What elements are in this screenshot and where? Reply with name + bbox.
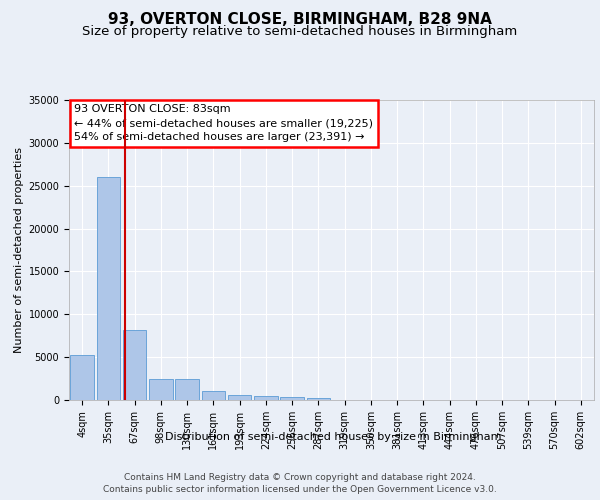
Bar [149, 378, 173, 400]
Text: 93, OVERTON CLOSE, BIRMINGHAM, B28 9NA: 93, OVERTON CLOSE, BIRMINGHAM, B28 9NA [108, 12, 492, 28]
Bar [254, 396, 278, 400]
Bar [307, 398, 330, 400]
Bar [175, 378, 199, 400]
Text: Contains public sector information licensed under the Open Government Licence v3: Contains public sector information licen… [103, 485, 497, 494]
Text: 93 OVERTON CLOSE: 83sqm
← 44% of semi-detached houses are smaller (19,225)
54% o: 93 OVERTON CLOSE: 83sqm ← 44% of semi-de… [74, 104, 373, 142]
Bar [280, 398, 304, 400]
Text: Contains HM Land Registry data © Crown copyright and database right 2024.: Contains HM Land Registry data © Crown c… [124, 472, 476, 482]
Bar [70, 354, 94, 400]
Y-axis label: Number of semi-detached properties: Number of semi-detached properties [14, 147, 24, 353]
Bar [202, 392, 225, 400]
Text: Size of property relative to semi-detached houses in Birmingham: Size of property relative to semi-detach… [82, 25, 518, 38]
Bar [228, 395, 251, 400]
Bar [97, 177, 120, 400]
Bar [123, 330, 146, 400]
Text: Distribution of semi-detached houses by size in Birmingham: Distribution of semi-detached houses by … [165, 432, 501, 442]
